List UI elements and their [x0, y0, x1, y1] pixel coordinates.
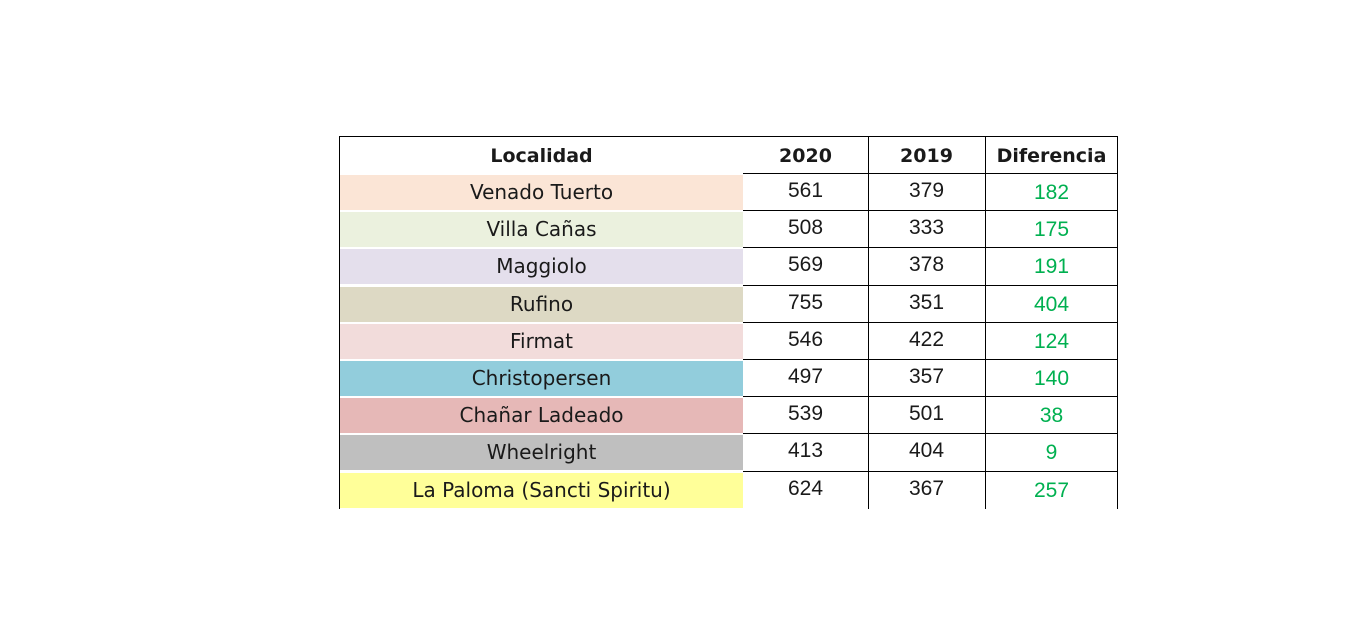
cell-2019: 501	[908, 402, 945, 425]
cell-2020: 413	[787, 439, 824, 462]
cell-2019: 351	[908, 291, 945, 314]
row-divider	[743, 285, 1118, 286]
table-row: Venado Tuerto 561 379 182	[340, 174, 1118, 211]
cell-diferencia: 191	[1033, 255, 1070, 278]
table-row: Wheelright 413 404 9	[340, 434, 1118, 471]
column-divider	[868, 137, 869, 509]
row-divider	[743, 210, 1118, 211]
row-divider	[743, 173, 1118, 174]
row-divider	[743, 433, 1118, 434]
cell-localidad: Wheelright	[340, 435, 743, 470]
table-header-row: Localidad 2020 2019 Diferencia	[340, 137, 1118, 174]
table-row: Villa Cañas 508 333 175	[340, 211, 1118, 248]
cell-diferencia: 38	[1039, 404, 1064, 427]
row-divider	[743, 322, 1118, 323]
cell-diferencia: 175	[1033, 218, 1070, 241]
cell-localidad: Rufino	[340, 287, 743, 322]
cell-2019: 367	[908, 477, 945, 500]
table-row: Firmat 546 422 124	[340, 323, 1118, 360]
cell-2020: 546	[787, 328, 824, 351]
cell-2019: 379	[908, 179, 945, 202]
cell-2020: 539	[787, 402, 824, 425]
cell-localidad: Maggiolo	[340, 249, 743, 284]
cell-localidad: Venado Tuerto	[340, 175, 743, 210]
cell-localidad: Chañar Ladeado	[340, 398, 743, 433]
cell-2019: 404	[908, 439, 945, 462]
cell-localidad: Villa Cañas	[340, 212, 743, 247]
cell-2019: 378	[908, 253, 945, 276]
cell-diferencia: 9	[1045, 441, 1058, 464]
header-diferencia: Diferencia	[996, 145, 1107, 167]
cell-2020: 755	[787, 291, 824, 314]
row-divider	[743, 359, 1118, 360]
cell-diferencia: 140	[1033, 367, 1070, 390]
cell-localidad: La Paloma (Sancti Spiritu)	[340, 473, 743, 508]
cell-diferencia: 124	[1033, 330, 1070, 353]
cell-diferencia: 182	[1033, 181, 1070, 204]
cell-diferencia: 257	[1033, 479, 1070, 502]
table-row: Rufino 755 351 404	[340, 286, 1118, 323]
table-row: Chañar Ladeado 539 501 38	[340, 397, 1118, 434]
cell-2019: 333	[908, 216, 945, 239]
table-row: Maggiolo 569 378 191	[340, 248, 1118, 285]
column-divider	[985, 137, 986, 509]
row-divider	[743, 396, 1118, 397]
header-2019: 2019	[900, 145, 953, 167]
table-row: Christopersen 497 357 140	[340, 360, 1118, 397]
cell-2020: 569	[787, 253, 824, 276]
cell-localidad: Firmat	[340, 324, 743, 359]
data-table: Localidad 2020 2019 Diferencia Venado Tu…	[339, 136, 1118, 509]
header-2020: 2020	[779, 145, 832, 167]
header-localidad: Localidad	[490, 145, 593, 167]
row-divider	[743, 247, 1118, 248]
cell-2019: 422	[908, 328, 945, 351]
row-divider	[743, 471, 1118, 472]
table-row: La Paloma (Sancti Spiritu) 624 367 257	[340, 472, 1118, 509]
cell-2020: 497	[787, 365, 824, 388]
cell-localidad: Christopersen	[340, 361, 743, 396]
cell-2019: 357	[908, 365, 945, 388]
cell-2020: 624	[787, 477, 824, 500]
cell-2020: 508	[787, 216, 824, 239]
cell-2020: 561	[787, 179, 824, 202]
cell-diferencia: 404	[1033, 293, 1070, 316]
